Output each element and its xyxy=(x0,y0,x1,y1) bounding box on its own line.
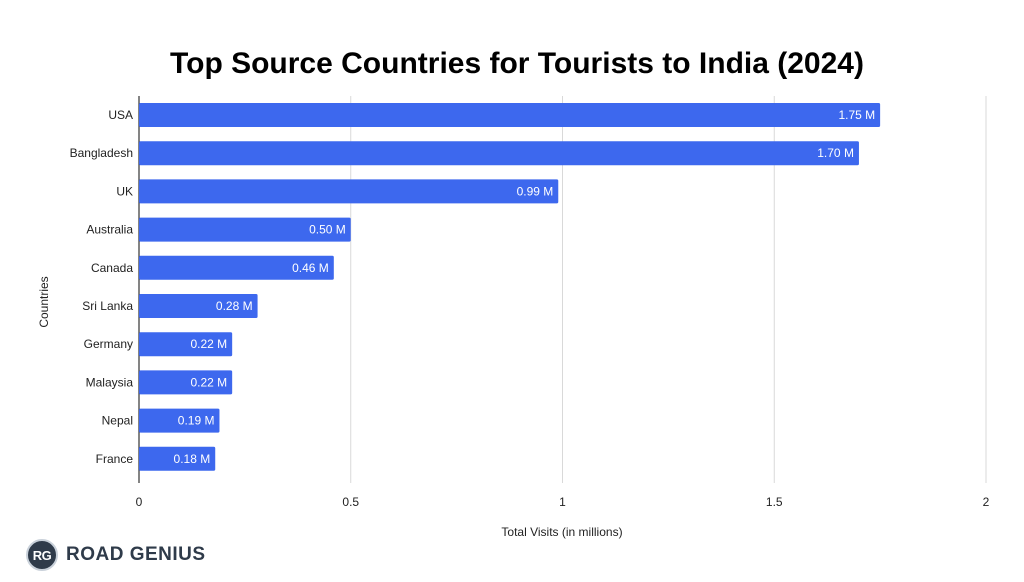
brand-logo: RG ROAD GENIUS xyxy=(26,538,206,572)
data-label: 0.22 M xyxy=(190,337,227,351)
data-label: 1.70 M xyxy=(817,146,854,160)
brand-name: ROAD GENIUS xyxy=(66,544,206,565)
data-label: 0.99 M xyxy=(517,184,554,198)
x-tick-label: 1 xyxy=(559,495,566,509)
bar xyxy=(139,179,559,204)
category-label: Canada xyxy=(91,261,133,275)
category-label: Sri Lanka xyxy=(82,299,133,313)
category-label: UK xyxy=(116,184,133,198)
bar xyxy=(139,217,351,242)
category-label: France xyxy=(96,452,134,466)
x-tick-labels: 0 0.5 1 1.5 2 xyxy=(136,495,990,509)
x-tick-label: 1.5 xyxy=(766,495,783,509)
bar xyxy=(139,332,233,357)
x-axis-title: Total Visits (in millions) xyxy=(501,525,622,539)
data-label: 0.18 M xyxy=(174,452,211,466)
bar xyxy=(139,370,233,395)
category-labels: USA Bangladesh UK Australia Canada Sri Lanka G… xyxy=(70,108,134,466)
brand-badge-icon: RG xyxy=(26,539,58,571)
bars: 1.75 M 1.70 M 0.99 M 0.50 M 0.46 M 0.28 M 0.22… xyxy=(139,103,881,471)
data-label: 0.46 M xyxy=(292,261,329,275)
data-label: 0.50 M xyxy=(309,223,346,237)
chart-title: Top Source Countries for Tourists to Ind… xyxy=(170,47,864,80)
data-label: 1.75 M xyxy=(838,108,875,122)
data-label: 0.19 M xyxy=(178,414,215,428)
bar xyxy=(139,255,334,280)
x-tick-label: 2 xyxy=(983,495,990,509)
bar xyxy=(139,103,881,127)
category-label: Nepal xyxy=(102,414,133,428)
y-axis-title: Countries xyxy=(37,276,51,327)
bar xyxy=(139,141,859,166)
bar xyxy=(139,294,258,318)
x-tick-label: 0.5 xyxy=(342,495,359,509)
data-label: 0.22 M xyxy=(190,375,227,389)
category-label: Malaysia xyxy=(86,375,134,389)
category-label: Bangladesh xyxy=(70,146,133,160)
category-label: Germany xyxy=(84,337,133,351)
bar xyxy=(139,408,220,433)
data-label: 0.28 M xyxy=(216,299,253,313)
bar xyxy=(139,446,216,471)
category-label: Australia xyxy=(86,223,133,237)
category-label: USA xyxy=(108,108,133,122)
x-tick-label: 0 xyxy=(136,495,143,509)
